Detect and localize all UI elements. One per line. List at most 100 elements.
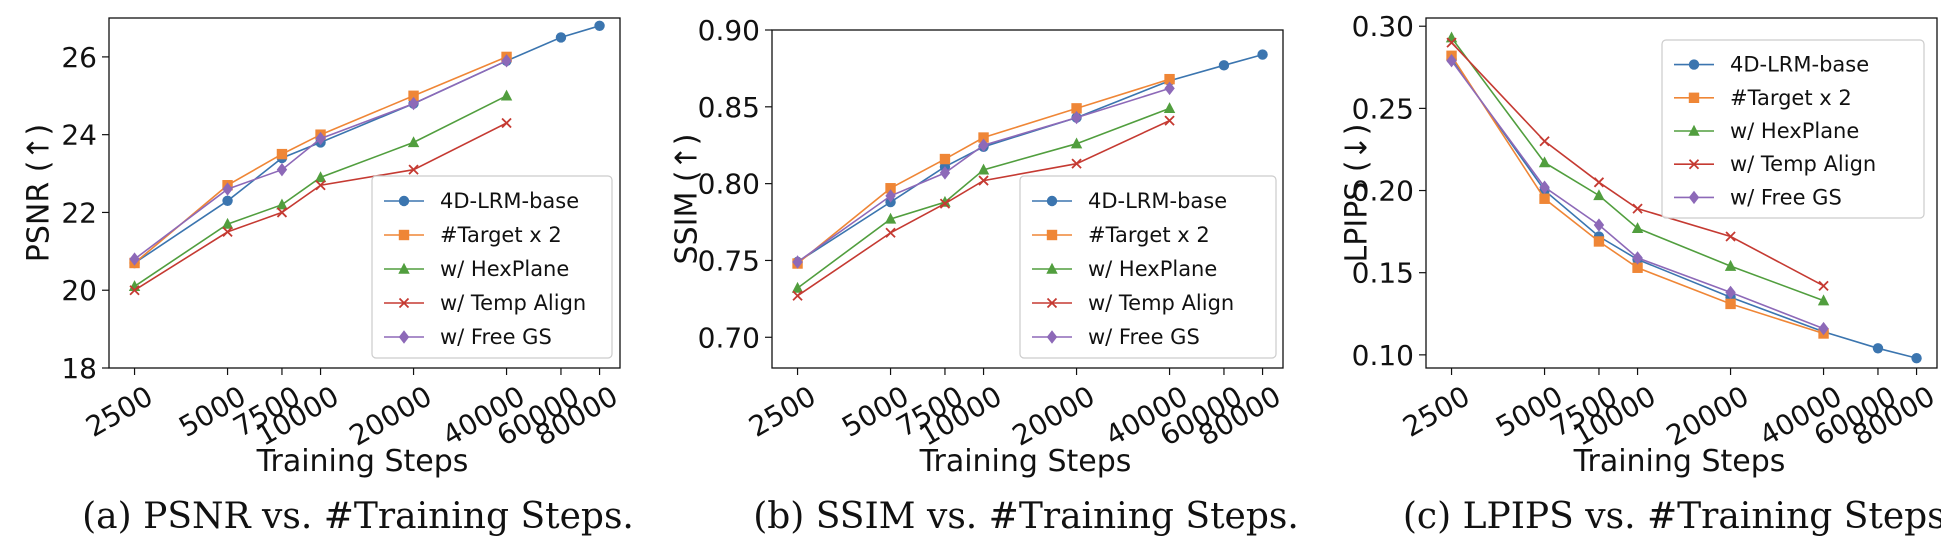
data-point bbox=[1818, 321, 1829, 336]
data-point bbox=[315, 131, 326, 146]
legend: 4D-LRM-base #Target x 2 w/ HexPlane w/ Temp… bbox=[1661, 39, 1925, 219]
series-line bbox=[1450, 60, 1824, 330]
legend-marker bbox=[1688, 124, 1700, 136]
series-line bbox=[134, 122, 507, 291]
legend-label: w/ HexPlane bbox=[1730, 119, 1859, 143]
series-diamond bbox=[129, 54, 512, 266]
legend-box bbox=[1019, 175, 1277, 359]
y-tick-label: 0.70 bbox=[698, 321, 760, 354]
series-line bbox=[796, 78, 1170, 265]
data-point bbox=[792, 255, 803, 269]
legend-label: w/ Free GS bbox=[1730, 185, 1842, 209]
data-point bbox=[501, 54, 512, 68]
data-point bbox=[1631, 222, 1644, 234]
legend-marker bbox=[1688, 159, 1700, 170]
x-tick-label: 2500 bbox=[80, 379, 158, 443]
data-point bbox=[939, 166, 951, 180]
legend-marker bbox=[1688, 59, 1700, 70]
series-line bbox=[797, 87, 1170, 263]
series-x bbox=[1446, 37, 1829, 291]
legend-marker bbox=[1046, 330, 1058, 344]
legend-marker bbox=[1046, 229, 1058, 241]
data-point bbox=[1164, 73, 1175, 85]
data-point bbox=[1725, 285, 1736, 300]
series-line bbox=[134, 95, 507, 287]
data-point bbox=[885, 227, 896, 238]
legend-marker bbox=[1688, 190, 1700, 205]
y-tick-label: 0.10 bbox=[1352, 339, 1414, 372]
figure-caption: (b) SSIM vs. #Training Steps. bbox=[753, 496, 1299, 537]
legend-label: w/ Temp Align bbox=[1088, 291, 1234, 315]
data-point bbox=[276, 148, 288, 160]
data-point bbox=[276, 207, 288, 218]
data-point bbox=[1817, 294, 1830, 306]
data-point bbox=[408, 90, 419, 101]
legend-marker bbox=[1046, 262, 1058, 274]
x-tick-label: 2500 bbox=[1397, 379, 1475, 443]
axes-frame bbox=[1425, 17, 1938, 369]
legend-marker bbox=[398, 229, 410, 241]
y-tick-label: 0.75 bbox=[698, 244, 760, 277]
series-line bbox=[1450, 42, 1824, 287]
y-axis-label: PSNR (↑) bbox=[22, 124, 57, 263]
data-point bbox=[1163, 102, 1176, 114]
x-tick-label: 80000 bbox=[1847, 379, 1941, 452]
legend-marker bbox=[1688, 92, 1700, 103]
legend-label: w/ HexPlane bbox=[440, 257, 569, 281]
data-point bbox=[407, 136, 420, 148]
x-tick-label: 2500 bbox=[743, 379, 821, 443]
x-tick-label: 10000 bbox=[914, 379, 1008, 452]
legend-box bbox=[371, 175, 613, 359]
x-tick-label: 20000 bbox=[1007, 379, 1101, 452]
figure-caption: (a) PSNR vs. #Training Steps. bbox=[82, 496, 634, 537]
x-axis-label: Training Steps bbox=[1573, 444, 1786, 479]
series-line bbox=[797, 119, 1170, 297]
legend-marker bbox=[1046, 297, 1058, 309]
y-tick-label: 0.85 bbox=[698, 91, 760, 124]
y-tick-label: 0.90 bbox=[698, 14, 760, 47]
legend-label: w/ Free GS bbox=[440, 325, 552, 349]
data-point bbox=[939, 153, 951, 165]
legend-label: #Target x 2 bbox=[1730, 86, 1852, 110]
data-point bbox=[222, 182, 233, 196]
data-point bbox=[1539, 136, 1550, 147]
x-tick-label: 10000 bbox=[1568, 379, 1662, 452]
axes-frame bbox=[108, 17, 621, 369]
y-tick-label: 0.25 bbox=[1352, 92, 1414, 125]
legend-label: w/ HexPlane bbox=[1088, 257, 1217, 281]
series-line bbox=[1450, 58, 1917, 359]
data-point bbox=[1164, 115, 1175, 126]
data-point bbox=[500, 89, 513, 101]
data-point bbox=[276, 198, 288, 210]
y-axis-label: LPIPS (↓) bbox=[1340, 124, 1375, 263]
data-point bbox=[1593, 218, 1605, 232]
x-tick-label: 20000 bbox=[1661, 379, 1755, 452]
data-point bbox=[222, 195, 233, 206]
data-point bbox=[1632, 262, 1643, 273]
legend-marker bbox=[398, 262, 410, 274]
data-point bbox=[939, 198, 951, 209]
data-point bbox=[977, 163, 990, 175]
data-point bbox=[129, 285, 140, 296]
series-line bbox=[1450, 37, 1824, 302]
data-point bbox=[1538, 156, 1551, 168]
legend: 4D-LRM-base #Target x 2 w/ HexPlane w/ Temp… bbox=[371, 175, 613, 359]
y-tick-label: 0.20 bbox=[1352, 175, 1414, 208]
data-point bbox=[1632, 251, 1643, 265]
series-x bbox=[792, 115, 1175, 301]
data-point bbox=[884, 212, 897, 224]
x-axis-label: Training Steps bbox=[919, 444, 1132, 479]
legend: 4D-LRM-base #Target x 2 w/ HexPlane w/ Temp… bbox=[1019, 175, 1277, 359]
legend-label: w/ Temp Align bbox=[440, 291, 586, 315]
legend-label: 4D-LRM-base bbox=[440, 189, 579, 213]
series-line bbox=[134, 25, 600, 264]
series-line bbox=[797, 107, 1170, 289]
data-point bbox=[1071, 110, 1082, 125]
data-point bbox=[1872, 343, 1884, 354]
legend-marker bbox=[398, 195, 410, 207]
legend-label: #Target x 2 bbox=[440, 223, 562, 247]
data-point bbox=[1070, 137, 1083, 149]
data-point bbox=[1724, 259, 1737, 271]
